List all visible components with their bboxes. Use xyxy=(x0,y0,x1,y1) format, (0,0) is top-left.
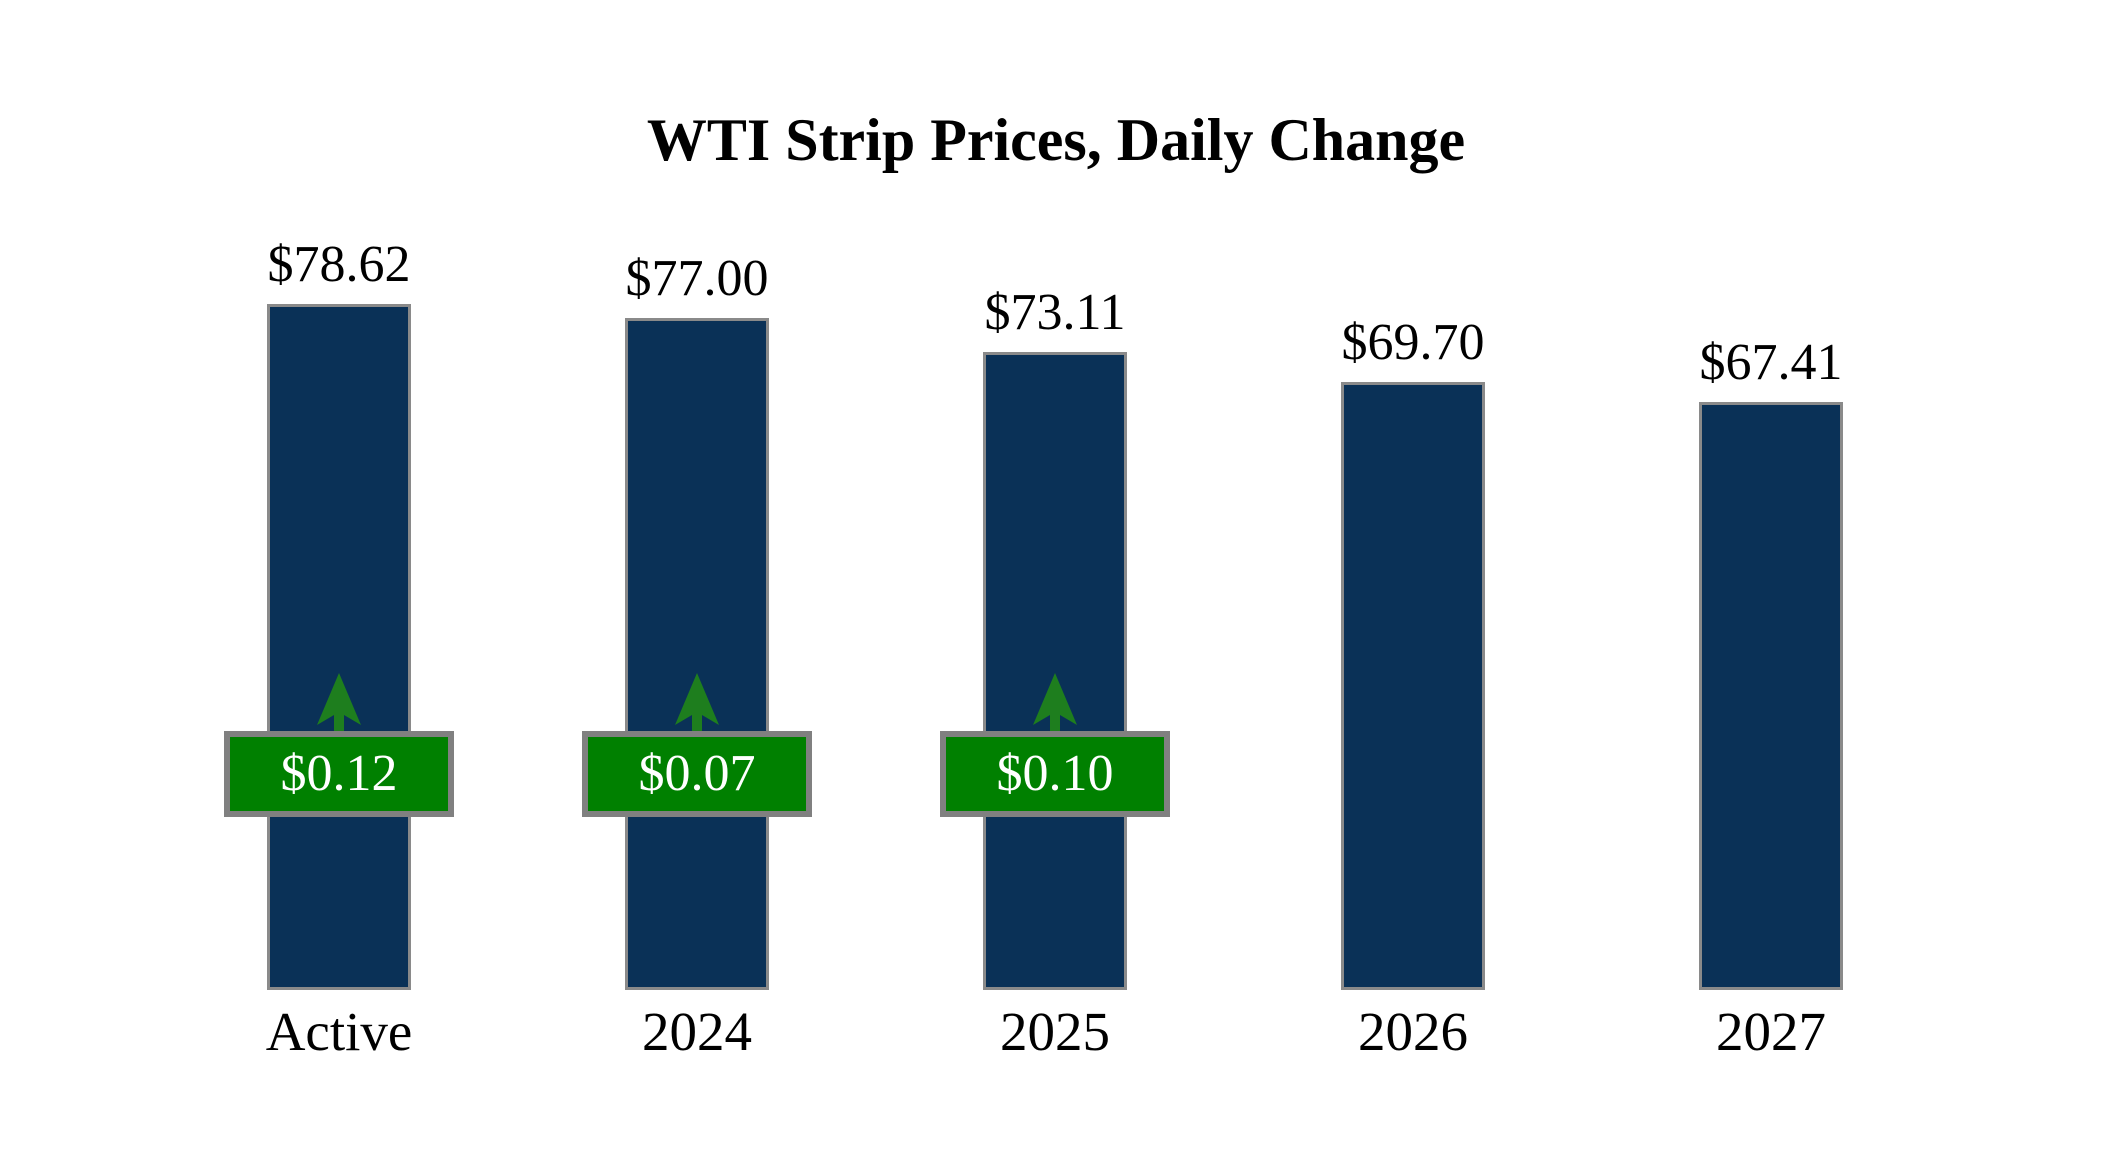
up-arrow-icon xyxy=(317,673,361,732)
price-label: $78.62 xyxy=(267,235,411,293)
change-badge-label: $0.07 xyxy=(638,745,756,802)
chart-title: WTI Strip Prices, Daily Change xyxy=(646,107,1466,173)
bar-2026 xyxy=(1341,382,1485,990)
change-badge-label: $0.10 xyxy=(996,745,1114,802)
price-label: $77.00 xyxy=(625,249,769,307)
bar-column-2026: $69.70 xyxy=(1234,0,1592,990)
bar-2024 xyxy=(625,318,769,990)
change-badge-label: $0.12 xyxy=(280,745,398,802)
bar-2027 xyxy=(1699,402,1843,990)
category-label-2024: 2024 xyxy=(642,1001,752,1062)
price-label: $67.41 xyxy=(1699,333,1843,391)
bar-column-2025: $73.11 $0.10 xyxy=(876,0,1234,990)
category-label-2026: 2026 xyxy=(1358,1001,1468,1062)
bar-column-active: $78.62 $0.12 xyxy=(160,0,518,990)
up-arrow-icon xyxy=(1033,673,1077,732)
change-badge: $0.12 xyxy=(224,731,454,817)
up-arrow-icon xyxy=(675,673,719,732)
price-label: $73.11 xyxy=(984,283,1126,341)
change-badge: $0.10 xyxy=(940,731,1170,817)
change-badge: $0.07 xyxy=(582,731,812,817)
bar-column-2024: $77.00 $0.07 xyxy=(518,0,876,990)
category-label-2027: 2027 xyxy=(1716,1001,1826,1062)
category-label-2025: 2025 xyxy=(1000,1001,1110,1062)
bar-active xyxy=(267,304,411,990)
bar-2025 xyxy=(983,352,1127,990)
category-label-active: Active xyxy=(265,1001,413,1062)
bar-column-2027: $67.41 xyxy=(1592,0,1950,990)
price-label: $69.70 xyxy=(1341,313,1485,371)
